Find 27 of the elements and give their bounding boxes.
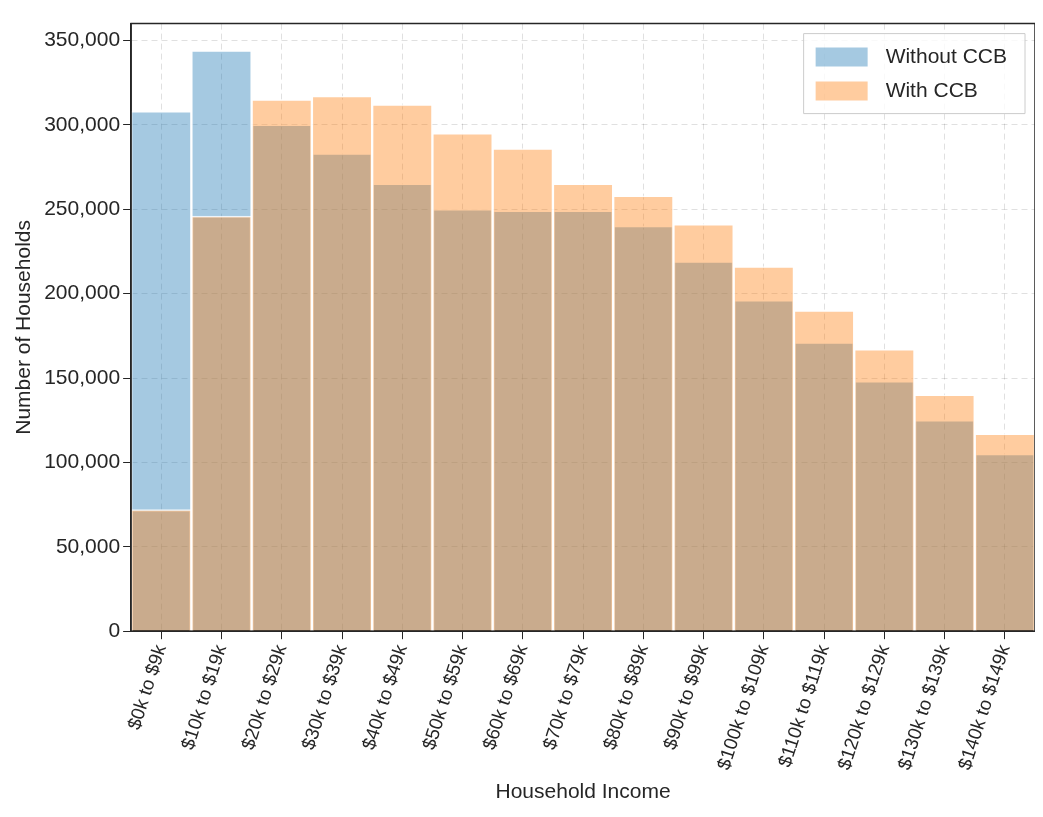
x-axis-title: Household Income xyxy=(495,779,671,803)
x-tick-label: $10k to $19k xyxy=(176,641,231,753)
x-tick-label: $120k to $129k xyxy=(833,641,894,773)
x-tick-label: $40k to $49k xyxy=(357,641,412,753)
y-tick-label: 50,000 xyxy=(55,533,121,557)
y-tick-label: 100,000 xyxy=(44,449,121,473)
x-tick-label: $20k to $29k xyxy=(236,641,291,753)
y-tick-label: 150,000 xyxy=(44,364,121,388)
y-tick-label: 200,000 xyxy=(44,280,121,304)
x-tick-label: $110k to $119k xyxy=(773,641,834,770)
x-tick-label: $130k to $139k xyxy=(893,641,954,773)
legend-label: Without CCB xyxy=(885,44,1008,68)
x-tick-label: $90k to $99k xyxy=(658,641,713,753)
y-tick-label: 0 xyxy=(108,617,121,641)
x-tick-label: $80k to $89k xyxy=(598,641,653,753)
y-axis-title: Number of Households xyxy=(11,220,35,435)
x-tick-label: $30k to $39k xyxy=(297,641,351,753)
x-tick-label: $100k to $109k xyxy=(712,641,773,773)
y-tick-label: 250,000 xyxy=(44,196,121,220)
x-tick-label: $0k to $9k xyxy=(122,641,171,732)
x-tick-label: $140k to $149k xyxy=(953,641,1014,773)
x-tick-label: $60k to $69k xyxy=(477,641,532,753)
legend-label: With CCB xyxy=(885,78,978,102)
x-tick-label: $50k to $59k xyxy=(417,641,472,753)
y-tick-label: 350,000 xyxy=(44,27,121,51)
x-tick-label: $70k to $79k xyxy=(538,641,592,753)
y-tick-label: 300,000 xyxy=(44,111,121,135)
